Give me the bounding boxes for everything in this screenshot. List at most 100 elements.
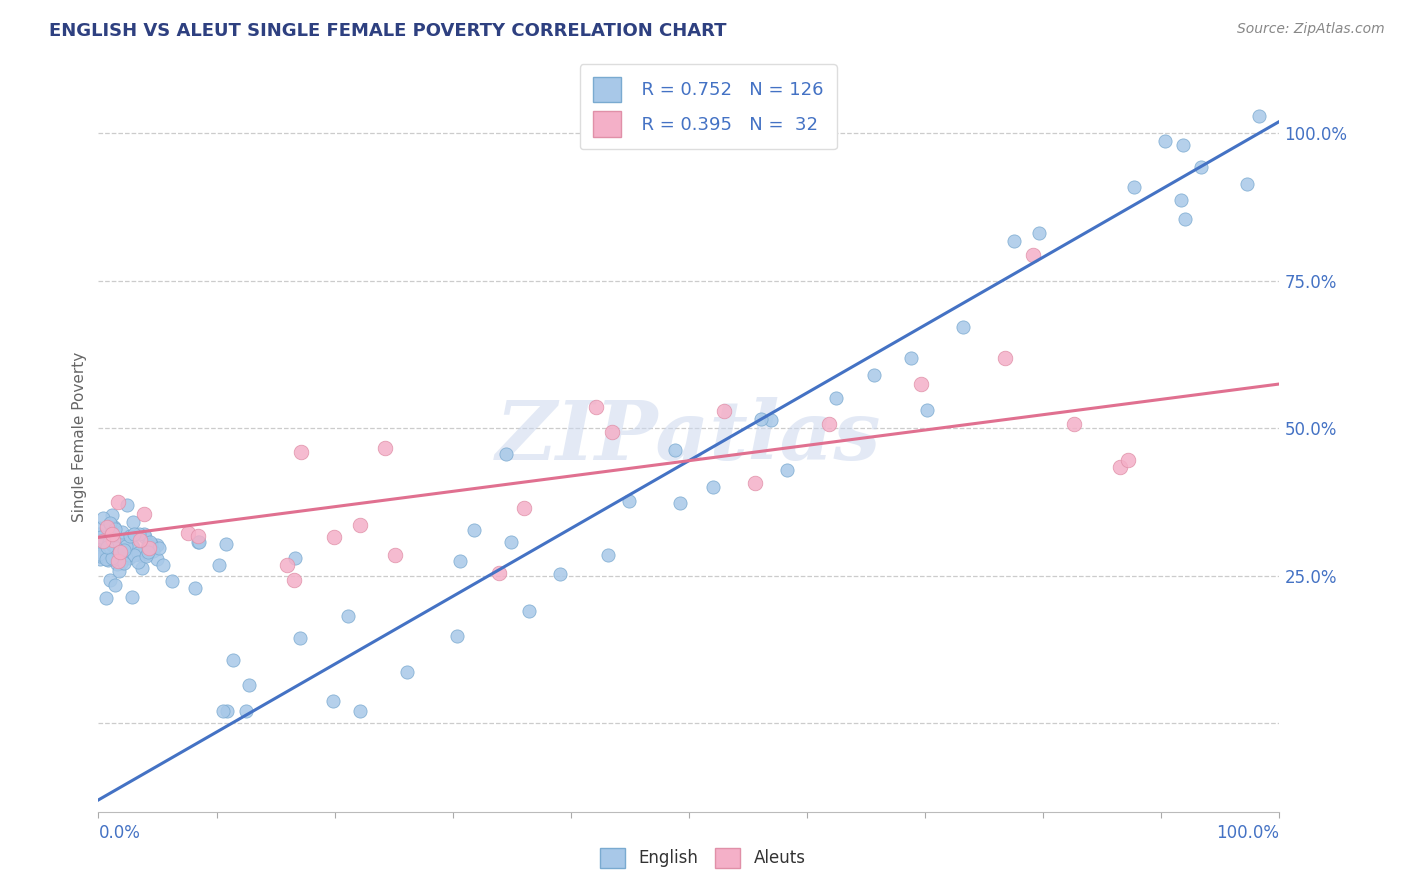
Point — [136, 542, 159, 557]
Point — [96, 540, 118, 554]
Point — [142, 543, 165, 558]
Legend: English, Aleuts: English, Aleuts — [593, 841, 813, 875]
Point — [122, 548, 145, 562]
Point — [128, 527, 150, 541]
Point — [136, 541, 159, 556]
Point — [1122, 179, 1144, 194]
Point — [517, 604, 540, 618]
Point — [107, 554, 129, 568]
Point — [290, 445, 312, 459]
Point — [101, 508, 124, 522]
Point — [1189, 160, 1212, 174]
Point — [112, 556, 135, 570]
Point — [322, 530, 344, 544]
Point — [94, 552, 117, 566]
Point — [97, 535, 120, 549]
Legend:   R = 0.752   N = 126,   R = 0.395   N =  32: R = 0.752 N = 126, R = 0.395 N = 32 — [579, 64, 837, 149]
Point — [104, 541, 127, 555]
Point — [134, 530, 156, 544]
Point — [101, 533, 124, 548]
Point — [89, 552, 111, 566]
Point — [112, 539, 135, 553]
Point — [91, 533, 114, 548]
Point — [121, 539, 143, 553]
Point — [495, 446, 517, 460]
Point — [115, 540, 138, 554]
Point — [602, 425, 624, 439]
Point — [129, 533, 152, 547]
Point — [187, 529, 209, 543]
Point — [288, 631, 311, 645]
Point — [349, 517, 371, 532]
Point — [112, 543, 135, 558]
Point — [136, 545, 159, 559]
Point — [139, 535, 162, 549]
Point — [96, 541, 118, 556]
Point — [910, 377, 932, 392]
Text: Source: ZipAtlas.com: Source: ZipAtlas.com — [1237, 22, 1385, 37]
Point — [105, 557, 128, 571]
Point — [145, 538, 167, 552]
Point — [208, 558, 231, 572]
Point — [132, 508, 155, 522]
Point — [97, 553, 120, 567]
Point — [89, 527, 111, 541]
Point — [374, 441, 396, 455]
Point — [91, 533, 114, 548]
Point — [1236, 177, 1258, 191]
Point — [104, 522, 127, 536]
Point — [145, 551, 167, 566]
Point — [89, 538, 111, 552]
Point — [115, 498, 138, 512]
Point — [135, 547, 157, 561]
Point — [136, 538, 159, 552]
Point — [1118, 452, 1140, 467]
Point — [135, 549, 157, 564]
Point — [110, 556, 132, 570]
Point — [104, 539, 127, 553]
Point — [108, 564, 131, 578]
Point — [214, 537, 236, 551]
Point — [152, 558, 174, 573]
Point — [187, 534, 209, 549]
Point — [107, 494, 129, 508]
Point — [1022, 248, 1045, 262]
Point — [818, 417, 841, 431]
Point — [98, 529, 121, 543]
Point — [222, 653, 245, 667]
Point — [917, 403, 939, 417]
Text: 100.0%: 100.0% — [1216, 823, 1279, 841]
Point — [702, 480, 724, 494]
Point — [1171, 138, 1194, 153]
Point — [513, 501, 536, 516]
Point — [1174, 211, 1197, 226]
Point — [103, 519, 125, 533]
Point — [91, 529, 114, 543]
Point — [1249, 109, 1271, 123]
Point — [101, 552, 124, 566]
Point — [463, 523, 485, 537]
Point — [664, 443, 686, 458]
Point — [136, 544, 159, 558]
Point — [101, 539, 124, 553]
Point — [121, 590, 143, 604]
Point — [1170, 193, 1192, 207]
Point — [112, 543, 135, 558]
Point — [121, 516, 143, 530]
Point — [104, 578, 127, 592]
Point — [322, 693, 344, 707]
Point — [127, 546, 149, 560]
Point — [176, 525, 198, 540]
Point — [619, 494, 641, 508]
Point — [384, 549, 406, 563]
Point — [129, 548, 152, 562]
Text: ZIPatlas: ZIPatlas — [496, 397, 882, 477]
Point — [1109, 460, 1132, 475]
Point — [212, 705, 235, 719]
Point — [337, 609, 360, 624]
Point — [121, 540, 143, 554]
Point — [283, 573, 305, 587]
Point — [862, 368, 884, 383]
Point — [395, 665, 418, 679]
Point — [96, 591, 118, 606]
